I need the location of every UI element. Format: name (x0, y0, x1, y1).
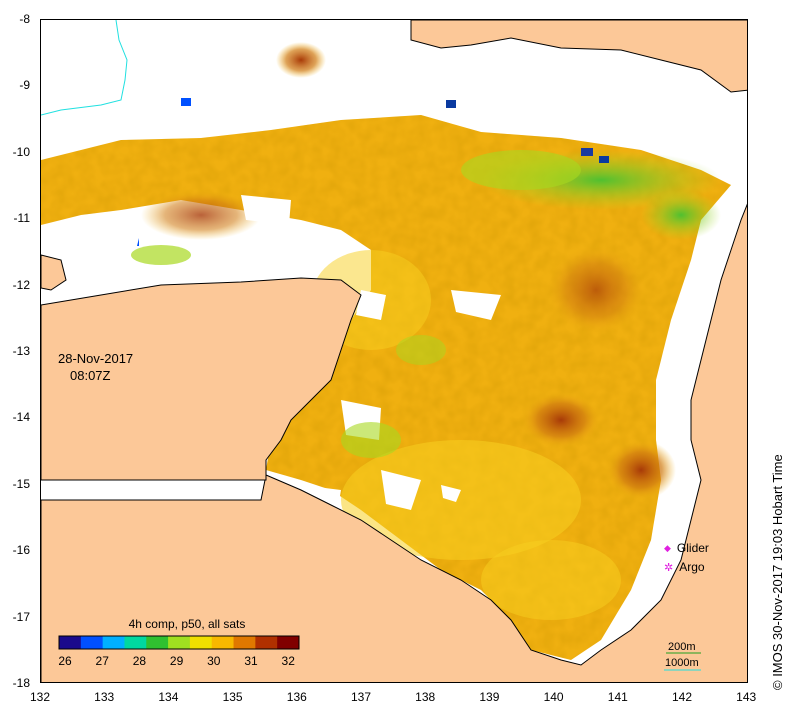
longitude-tick-label: 142 (671, 690, 693, 704)
colorbar-title: 4h comp, p50, all sats (129, 617, 246, 631)
longitude-tick-label: 141 (607, 690, 628, 704)
depth-1000m-line (41, 20, 128, 116)
longitude-tick-label: 139 (479, 690, 500, 704)
latitude-tick-label: -13 (12, 344, 30, 358)
legend-glider-label: Glider (676, 541, 709, 555)
colorbar-swatch (80, 636, 104, 649)
legend-argo: ✲ Argo (664, 560, 705, 574)
colorbar-tick-label: 26 (58, 654, 72, 668)
colorbar-tick-label: 32 (282, 654, 296, 668)
land-australia-west (41, 277, 362, 481)
land-north (410, 20, 747, 93)
colorbar-swatch (233, 636, 256, 649)
longitude-tick-label: 133 (94, 690, 115, 704)
colorbar-ticks: 26 27 28 29 30 31 32 (58, 654, 295, 668)
longitude-tick-label: 143 (736, 690, 757, 704)
longitude-tick-label: 136 (286, 690, 307, 704)
latitude-tick-label: -12 (12, 277, 30, 292)
colorbar-swatch (277, 636, 300, 649)
latitude-tick-label: -11 (13, 211, 30, 226)
sst-map: 4h comp, p50, all sats 26 27 28 29 30 31 32 20… (40, 19, 748, 683)
latitude-tick-label: -16 (12, 543, 30, 558)
latitude-tick-label: -14 (12, 410, 30, 425)
legend-glider: ◆ Glider (664, 541, 709, 555)
longitude-tick-label: 132 (29, 690, 51, 704)
latitude-tick-label: -17 (12, 609, 30, 624)
colorbar-tick-label: 28 (133, 654, 147, 668)
sst-map-canvas: 4h comp, p50, all sats 26 27 28 29 30 31 32 20… (41, 20, 747, 682)
colorbar-swatch (124, 636, 147, 649)
latitude-tick-label: -10 (12, 144, 30, 159)
colorbar-tick-label: 30 (207, 654, 221, 668)
longitude-tick-label: 134 (158, 690, 179, 704)
colorbar-swatch (189, 636, 213, 649)
legend-argo-label: Argo (679, 560, 705, 574)
land (41, 20, 747, 682)
colorbar-gradient (59, 636, 300, 649)
latitude-tick-label: -9 (19, 78, 30, 93)
depth-200-label: 200m (668, 641, 696, 653)
colorbar-swatch (211, 636, 235, 649)
colorbar-tick-label: 27 (96, 654, 110, 668)
colorbar-tick-label: 31 (244, 654, 258, 668)
observation-time: 08:07Z (70, 368, 111, 383)
colorbar-swatch (146, 636, 169, 649)
longitude-tick-label: 138 (415, 690, 436, 704)
depth-1000-label: 1000m (665, 657, 699, 669)
argo-marker-icon: ✲ (664, 561, 674, 574)
glider-marker-icon: ◆ (664, 542, 671, 553)
colorbar-swatch (255, 636, 278, 649)
depth-legend: 200m 1000m (664, 641, 701, 671)
latitude-tick-label: -18 (12, 676, 30, 690)
longitude-tick-label: 135 (222, 690, 243, 704)
longitude-tick-label: 140 (543, 690, 564, 704)
colorbar-swatch (102, 636, 125, 649)
latitude-tick-label: -15 (12, 476, 30, 491)
observation-date: 28-Nov-2017 (58, 351, 134, 366)
colorbar-tick-label: 29 (170, 654, 184, 668)
longitude-tick-label: 137 (350, 690, 372, 704)
latitude-tick-label: -8 (19, 12, 30, 26)
colorbar-swatch (59, 636, 82, 649)
sst-field (41, 42, 731, 660)
land-island-west (41, 254, 67, 291)
colorbar-swatch (168, 636, 191, 649)
imos-credit: © IMOS 30-Nov-2017 19:03 Hobart Time (770, 454, 785, 690)
colorbar: 4h comp, p50, all sats 26 27 28 29 30 31 32 (58, 617, 300, 668)
